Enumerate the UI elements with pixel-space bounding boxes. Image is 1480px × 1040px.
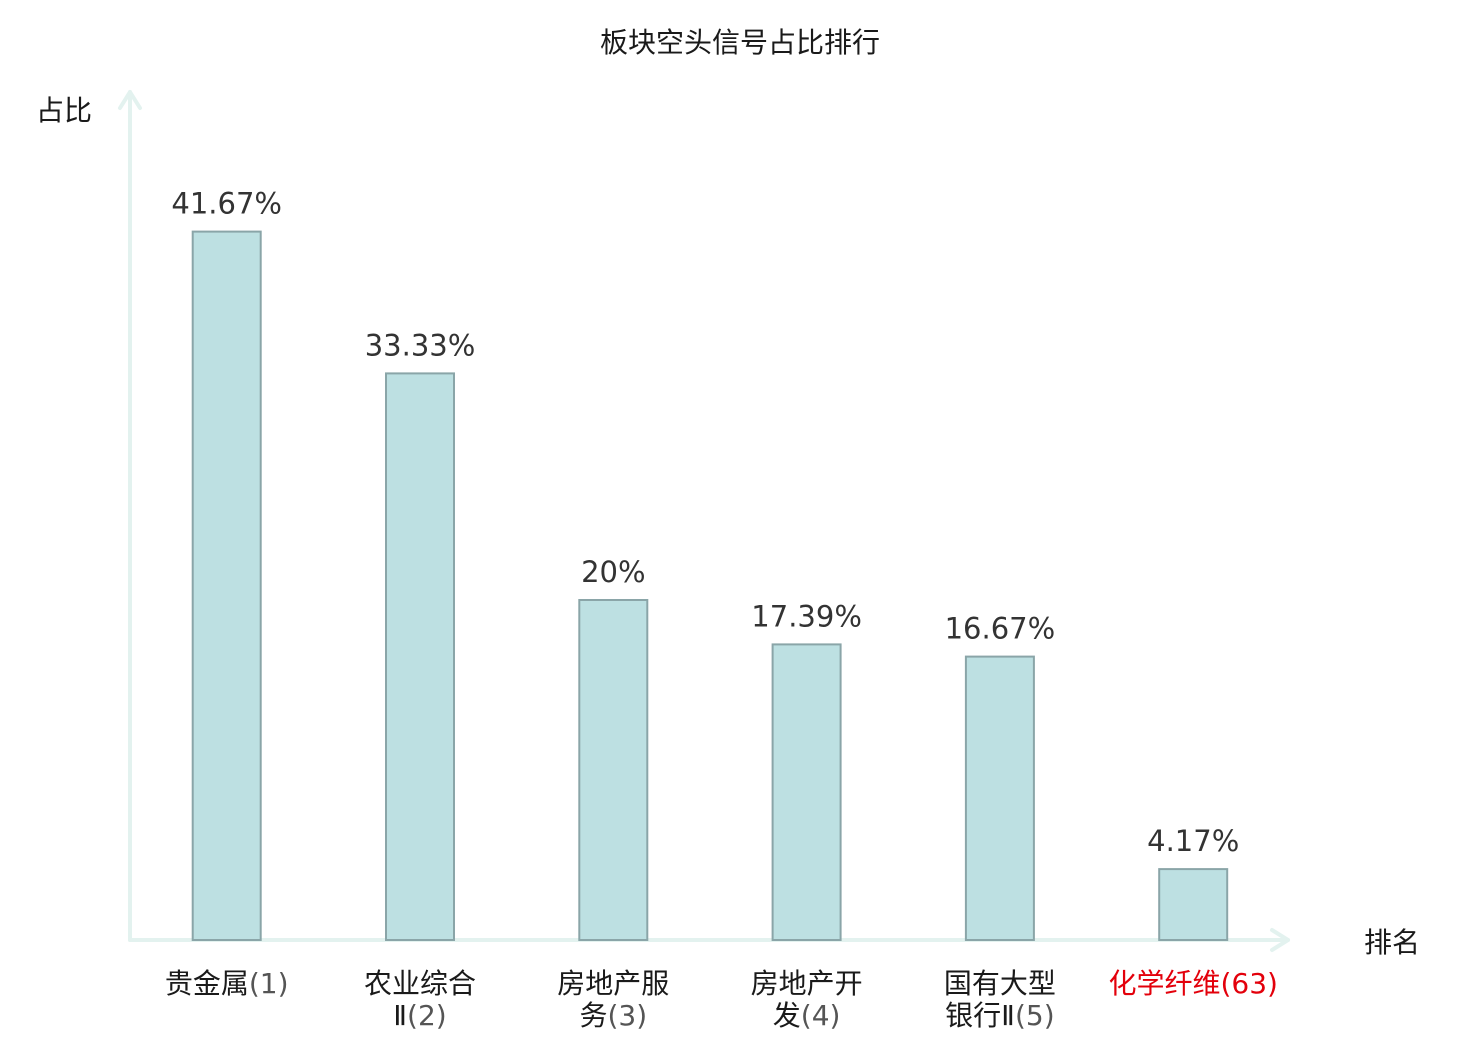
y-axis-arrow — [118, 90, 142, 110]
category-rank: (3) — [607, 999, 647, 1032]
category-name: 贵金属 — [165, 967, 249, 1000]
value-label: 17.39% — [751, 599, 862, 633]
category-label: 国有大型 — [944, 967, 1056, 1000]
category-name: 房地产开 — [751, 967, 863, 1000]
bar — [964, 655, 1035, 941]
category-rank: (63) — [1220, 967, 1277, 1000]
x-axis-arrow — [1270, 928, 1290, 952]
bar — [191, 230, 262, 942]
category-name: Ⅱ — [393, 999, 407, 1032]
value-label: 33.33% — [365, 328, 476, 362]
category-label: 农业综合 — [364, 967, 476, 1000]
category-rank: (2) — [407, 999, 447, 1032]
category-rank: (4) — [801, 999, 841, 1032]
category-label: 发(4) — [773, 999, 841, 1032]
category-label: 银行Ⅱ(5) — [945, 999, 1054, 1032]
value-label: 16.67% — [945, 612, 1056, 646]
value-label: 41.67% — [171, 187, 282, 221]
bar — [1158, 868, 1229, 941]
category-rank: (1) — [249, 967, 289, 1000]
category-name: 国有大型 — [944, 967, 1056, 1000]
category-name: 务 — [579, 999, 607, 1032]
bars-group — [191, 230, 1229, 942]
category-name: 化学纤维 — [1108, 967, 1220, 1000]
category-rank: (5) — [1015, 999, 1055, 1032]
category-label: 化学纤维(63) — [1108, 967, 1278, 1000]
category-name: 银行Ⅱ — [945, 999, 1015, 1032]
axes — [118, 90, 1290, 952]
value-label: 20% — [581, 555, 645, 589]
category-label: Ⅱ(2) — [393, 999, 446, 1032]
bar — [385, 372, 455, 941]
category-label: 务(3) — [579, 999, 647, 1032]
chart-title: 板块空头信号占比排行 — [600, 26, 880, 59]
category-label: 贵金属(1) — [165, 967, 289, 1000]
x-axis-title: 排名 — [1364, 926, 1420, 959]
category-label: 房地产开 — [751, 967, 863, 1000]
value-labels-group: 41.67% 33.33% 20% 17.39% 16.67% 4.17% — [171, 187, 1239, 858]
bar — [771, 643, 842, 942]
value-label: 4.17% — [1147, 824, 1239, 858]
category-name: 房地产服 — [557, 967, 669, 1000]
category-name: 农业综合 — [364, 967, 476, 1000]
bar — [578, 599, 649, 941]
y-axis-title: 占比 — [36, 94, 92, 127]
category-label: 房地产服 — [557, 967, 669, 1000]
category-name: 发 — [773, 999, 801, 1032]
